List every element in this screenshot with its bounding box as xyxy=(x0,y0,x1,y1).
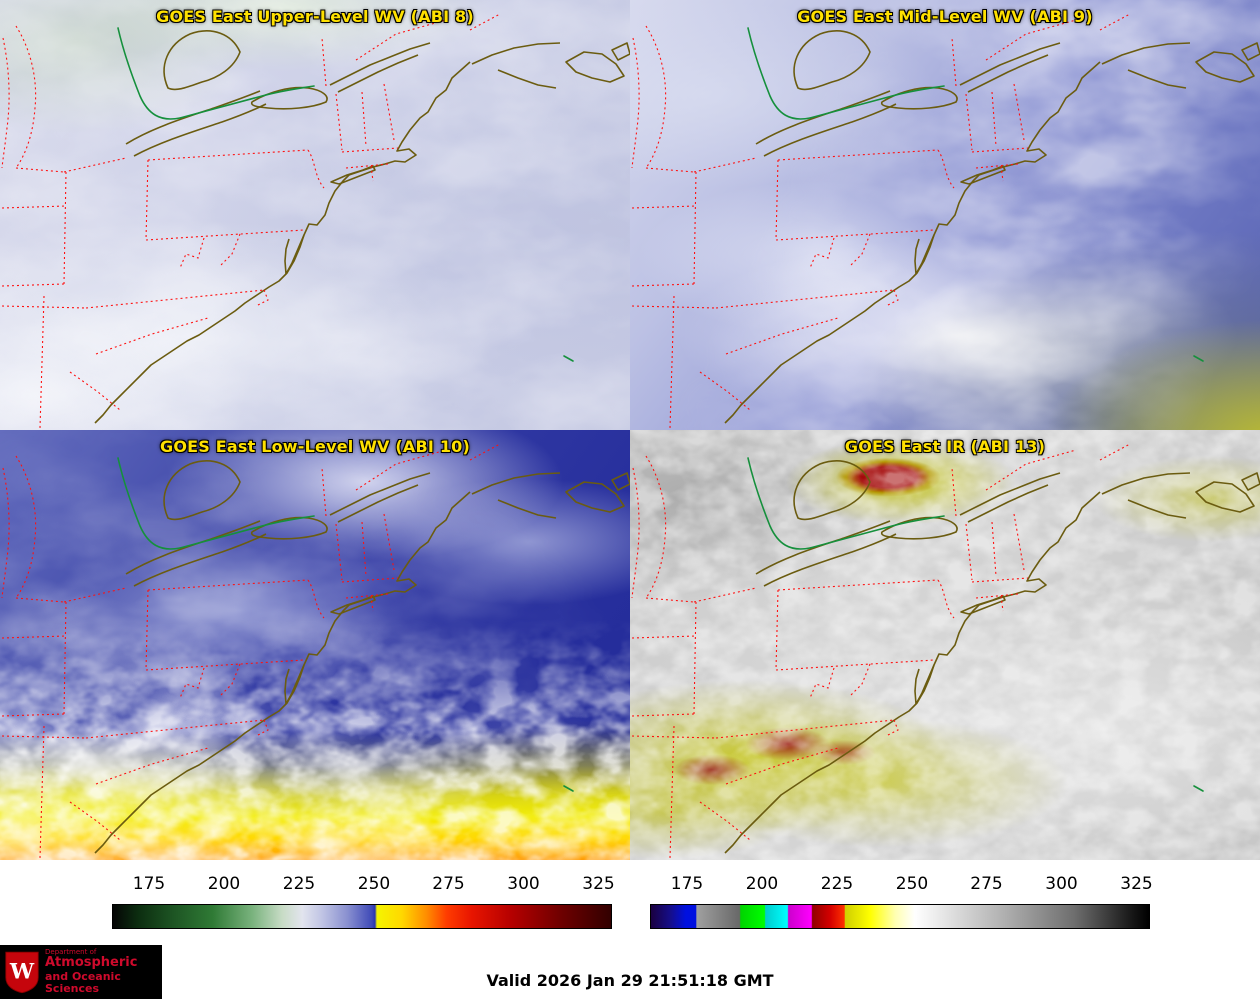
ir-tick-label: 325 xyxy=(1120,874,1153,894)
upper-level-wv-imagery xyxy=(0,0,630,430)
logo-text: Department of Atmospheric and Oceanic Sc… xyxy=(45,948,158,996)
logo-line-department: Department of xyxy=(45,947,97,956)
logo-line-atmospheric: Atmospheric xyxy=(45,954,138,970)
ir-tick-label: 175 xyxy=(670,874,704,894)
ir-tick-label: 250 xyxy=(895,874,929,894)
panel-low-level-wv: GOES East Low-Level WV (ABI 10) xyxy=(0,430,630,860)
ir-colorbar-gradient xyxy=(650,904,1150,929)
ir-colorbar-ticks: 175 200 225 250 275 300 325 xyxy=(650,874,1153,898)
ir-tick-label: 275 xyxy=(970,874,1003,894)
wv-tick-label: 200 xyxy=(207,874,241,894)
panel-title-low-wv: GOES East Low-Level WV (ABI 10) xyxy=(159,437,470,456)
wv-tick-label: 325 xyxy=(582,874,615,894)
uw-aos-logo: W Department of Atmospheric and Oceanic … xyxy=(0,945,162,999)
ir-tick-label: 225 xyxy=(820,874,854,894)
wv-tick-label: 300 xyxy=(507,874,540,894)
panel-upper-level-wv: GOES East Upper-Level WV (ABI 8) xyxy=(0,0,630,430)
panel-title-mid-wv: GOES East Mid-Level WV (ABI 9) xyxy=(797,7,1093,26)
uw-crest-icon: W xyxy=(5,951,39,994)
ir-colorbar: 175 200 225 250 275 300 325 xyxy=(650,874,1153,929)
wv-tick-label: 250 xyxy=(357,874,391,894)
wv-tick-label: 225 xyxy=(282,874,316,894)
wv-colorbar: 175 200 225 250 275 300 325 xyxy=(112,874,615,929)
wv-tick-label: 175 xyxy=(132,874,166,894)
valid-time: Valid 2026 Jan 29 21:51:18 GMT xyxy=(486,971,774,990)
svg-text:W: W xyxy=(9,959,35,984)
colorbar-section: 175 200 225 250 275 300 325 175 200 225 250 275 300… xyxy=(0,860,1260,945)
panel-mid-level-wv: GOES East Mid-Level WV (ABI 9) xyxy=(630,0,1260,430)
logo-line-oceanic: and Oceanic Sciences xyxy=(45,969,121,996)
panel-ir: GOES East IR (ABI 13) xyxy=(630,430,1260,860)
wv-tick-label: 275 xyxy=(432,874,465,894)
ir-imagery xyxy=(630,430,1260,860)
panel-title-upper-wv: GOES East Upper-Level WV (ABI 8) xyxy=(156,7,474,26)
satellite-panel-grid: GOES East Upper-Level WV (ABI 8) GOES Ea… xyxy=(0,0,1260,860)
footer: W Department of Atmospheric and Oceanic … xyxy=(0,945,1260,999)
wv-colorbar-ticks: 175 200 225 250 275 300 325 xyxy=(112,874,615,898)
low-level-wv-imagery xyxy=(0,430,630,860)
ir-tick-label: 300 xyxy=(1045,874,1078,894)
mid-level-wv-imagery xyxy=(630,0,1260,430)
ir-tick-label: 200 xyxy=(745,874,779,894)
wv-colorbar-gradient xyxy=(112,904,612,929)
panel-title-ir: GOES East IR (ABI 13) xyxy=(844,437,1046,456)
